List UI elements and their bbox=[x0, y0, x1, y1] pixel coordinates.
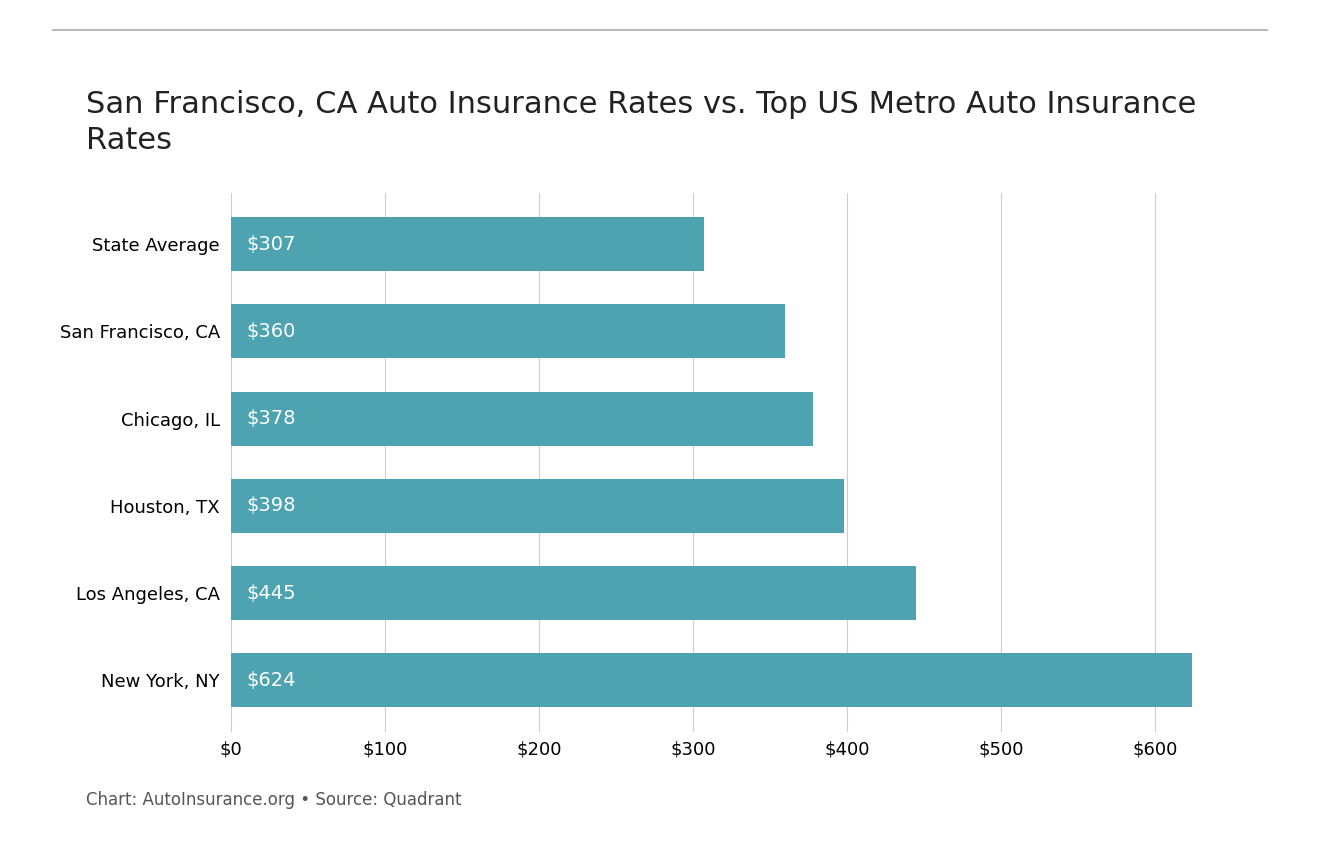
Bar bbox=[231, 653, 1192, 707]
Text: $378: $378 bbox=[247, 409, 296, 428]
Bar bbox=[231, 479, 843, 533]
Bar bbox=[231, 305, 785, 359]
Text: San Francisco, CA Auto Insurance Rates vs. Top US Metro Auto Insurance
Rates: San Francisco, CA Auto Insurance Rates v… bbox=[86, 90, 1196, 155]
Text: $624: $624 bbox=[247, 671, 296, 690]
Text: $360: $360 bbox=[247, 322, 296, 341]
Text: $307: $307 bbox=[247, 235, 296, 253]
Text: $398: $398 bbox=[247, 496, 296, 515]
Text: $445: $445 bbox=[247, 584, 296, 603]
Text: Chart: AutoInsurance.org • Source: Quadrant: Chart: AutoInsurance.org • Source: Quadr… bbox=[86, 791, 461, 809]
Bar bbox=[231, 217, 704, 271]
Bar bbox=[231, 391, 813, 446]
Bar bbox=[231, 566, 916, 620]
